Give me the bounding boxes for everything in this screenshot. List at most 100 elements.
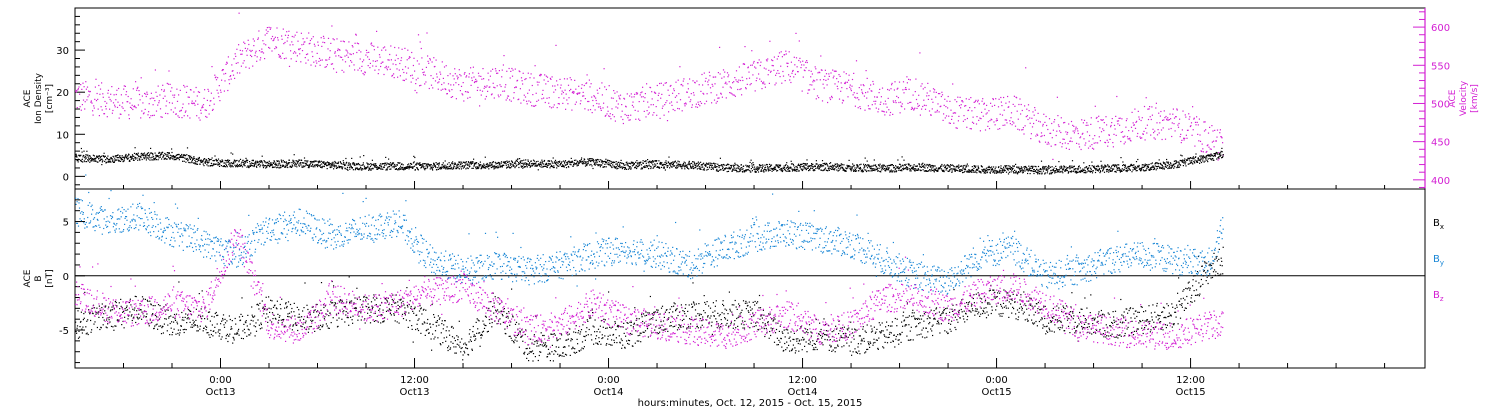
density-series-point xyxy=(919,169,921,171)
velocity-series-point xyxy=(82,82,84,84)
density-series-point xyxy=(958,164,960,166)
velocity-series-point xyxy=(119,113,121,115)
density-series-point xyxy=(138,156,140,158)
density-series-point xyxy=(784,169,786,171)
density-series-point xyxy=(677,160,679,162)
velocity-series-point xyxy=(1009,123,1011,125)
density-series-point xyxy=(444,164,446,166)
density-series-point xyxy=(582,163,584,165)
density-series-point xyxy=(437,162,439,165)
density-series-point xyxy=(389,164,391,166)
density-series-point xyxy=(885,170,887,172)
density-series-point xyxy=(424,163,426,165)
velocity-series-point xyxy=(1103,122,1105,124)
density-series-point xyxy=(217,158,220,160)
velocity-series-point xyxy=(989,120,991,122)
density-series-point xyxy=(597,163,599,166)
velocity-series-point xyxy=(878,92,880,94)
density-series-point xyxy=(188,161,190,164)
velocity-series-point xyxy=(453,78,455,80)
velocity-series-point xyxy=(802,76,804,78)
density-series-point xyxy=(120,158,123,160)
velocity-series-point xyxy=(618,97,620,99)
velocity-series-point xyxy=(443,82,445,84)
density-series-point xyxy=(154,159,156,161)
velocity-series-point xyxy=(895,102,897,104)
velocity-series-point xyxy=(663,114,665,116)
velocity-series-point xyxy=(407,67,409,69)
velocity-series-point xyxy=(497,72,499,74)
density-series-point xyxy=(314,164,316,166)
velocity-series-point xyxy=(849,86,851,88)
density-series-point xyxy=(540,161,542,163)
density-series-point xyxy=(519,161,522,164)
density-series-point xyxy=(367,165,369,167)
velocity-series-point xyxy=(887,88,889,91)
velocity-series-point xyxy=(469,96,471,98)
density-series-point xyxy=(915,168,917,170)
velocity-series-point xyxy=(406,72,408,74)
density-series-point xyxy=(262,165,264,167)
density-series-point xyxy=(198,159,200,162)
velocity-series-point xyxy=(687,83,689,85)
velocity-series-point xyxy=(1044,141,1047,143)
velocity-series-point xyxy=(700,102,703,104)
density-series-point xyxy=(804,168,806,170)
velocity-series-point xyxy=(662,84,665,86)
velocity-series-point xyxy=(696,106,699,108)
density-series-point xyxy=(472,162,474,164)
velocity-series-point xyxy=(391,75,393,77)
density-series-point xyxy=(613,166,615,168)
velocity-series-point xyxy=(381,49,383,51)
density-series-point xyxy=(118,159,120,161)
density-series-point xyxy=(1003,166,1005,168)
density-series-point xyxy=(863,165,865,167)
density-series-point xyxy=(513,165,515,167)
velocity-series-point xyxy=(723,76,725,78)
velocity-series-point xyxy=(87,96,89,98)
velocity-series-point xyxy=(607,110,609,112)
density-series-point xyxy=(585,161,587,163)
density-series-point xyxy=(244,160,246,162)
density-series-point xyxy=(907,168,909,170)
density-series-point xyxy=(98,155,100,157)
density-series-point xyxy=(579,160,581,162)
velocity-series-point xyxy=(487,72,489,74)
density-series-point xyxy=(615,163,617,165)
density-series-point xyxy=(598,159,600,161)
density-series-point xyxy=(485,165,487,167)
velocity-series-point xyxy=(946,100,948,102)
velocity-series-point xyxy=(589,86,591,88)
density-series-point xyxy=(253,165,255,167)
density-series-point xyxy=(829,168,831,170)
density-series-point xyxy=(815,167,817,169)
density-series-point xyxy=(863,167,865,169)
density-series-point xyxy=(144,157,146,159)
density-series-point xyxy=(993,166,995,168)
velocity-series-point xyxy=(1069,140,1071,142)
velocity-series-point xyxy=(482,68,484,70)
density-series-point xyxy=(267,162,269,164)
density-series-point xyxy=(240,165,242,167)
density-series-point xyxy=(402,164,404,166)
velocity-series-point xyxy=(1131,111,1133,113)
velocity-series-point xyxy=(689,78,691,80)
velocity-series-point xyxy=(695,106,697,108)
velocity-series-point xyxy=(399,62,401,65)
velocity-series-point xyxy=(400,59,402,62)
density-series-point xyxy=(451,168,453,170)
density-series-point xyxy=(362,162,364,164)
velocity-series-point xyxy=(730,92,732,94)
density-series-point xyxy=(330,165,332,167)
density-series-point xyxy=(994,170,997,172)
density-series-point xyxy=(999,172,1001,174)
density-series-point xyxy=(980,172,982,174)
velocity-series-point xyxy=(651,91,653,93)
density-series-point xyxy=(960,170,962,172)
density-series-point xyxy=(169,158,171,160)
velocity-series-point xyxy=(85,88,87,90)
density-series-point xyxy=(868,165,870,167)
velocity-series-point xyxy=(232,70,234,72)
density-series-point xyxy=(375,164,377,167)
density-series-point xyxy=(839,164,841,167)
